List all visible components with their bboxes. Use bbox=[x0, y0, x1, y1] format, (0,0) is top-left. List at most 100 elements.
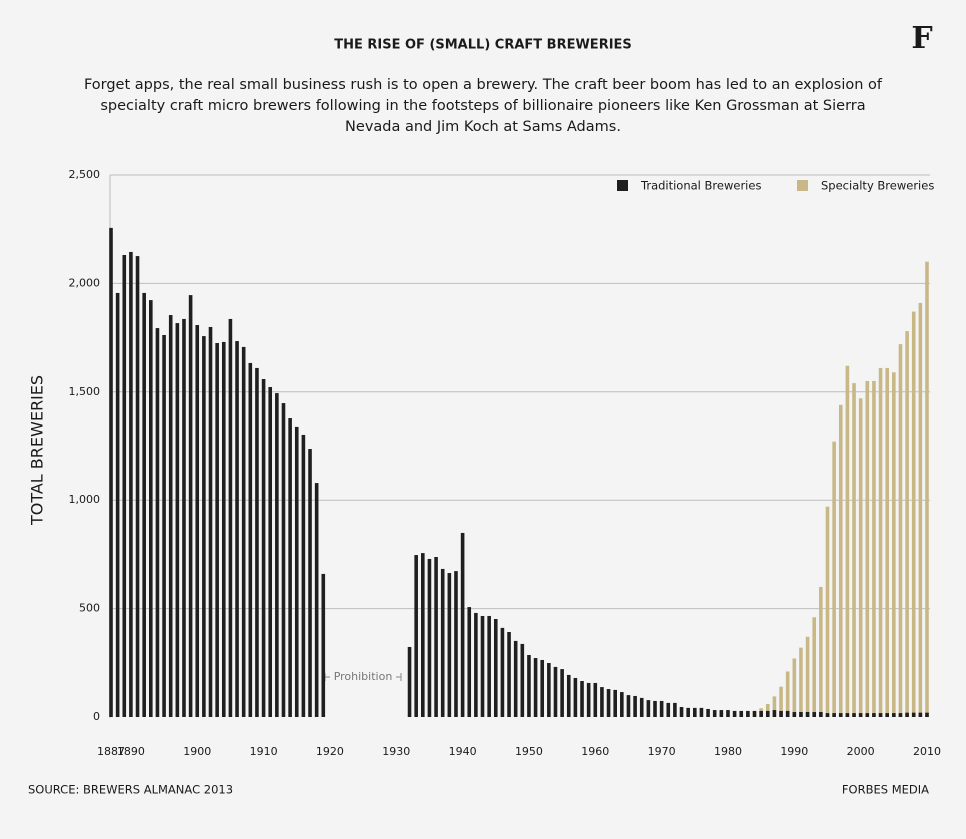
bar bbox=[314, 483, 319, 717]
bar bbox=[553, 666, 558, 717]
bar bbox=[792, 658, 797, 717]
bar bbox=[639, 697, 644, 717]
x-tick-label: 2000 bbox=[847, 745, 875, 758]
bar bbox=[480, 615, 485, 717]
bar bbox=[799, 712, 803, 717]
bar bbox=[905, 712, 909, 717]
bar bbox=[500, 627, 505, 717]
bar bbox=[613, 689, 617, 717]
bar bbox=[838, 713, 843, 717]
bar bbox=[434, 557, 438, 717]
bar bbox=[241, 346, 246, 717]
bar bbox=[838, 404, 843, 717]
bar bbox=[885, 713, 889, 717]
bar bbox=[427, 558, 432, 717]
bar bbox=[872, 380, 876, 717]
bar bbox=[566, 674, 571, 717]
bar bbox=[865, 713, 870, 717]
bar bbox=[440, 568, 445, 717]
bar bbox=[772, 710, 777, 717]
bar bbox=[858, 398, 863, 717]
bar bbox=[520, 643, 525, 717]
bar bbox=[188, 295, 193, 717]
bar bbox=[275, 393, 279, 717]
bar bbox=[513, 640, 518, 717]
bar bbox=[248, 362, 253, 717]
bar bbox=[208, 326, 213, 717]
legend-label: Traditional Breweries bbox=[640, 179, 761, 193]
legend-swatch bbox=[617, 180, 628, 191]
x-tick-label: 2010 bbox=[913, 745, 941, 758]
bar bbox=[911, 311, 916, 717]
bar bbox=[268, 387, 273, 717]
bar bbox=[215, 343, 219, 717]
bar bbox=[421, 553, 425, 717]
bar bbox=[447, 573, 452, 717]
bar bbox=[885, 367, 889, 717]
bar bbox=[925, 261, 929, 717]
bar bbox=[792, 712, 797, 717]
bar bbox=[805, 636, 810, 717]
x-tick-label: 1970 bbox=[648, 745, 676, 758]
bar bbox=[746, 710, 750, 717]
x-tick-label: 1890 bbox=[117, 745, 145, 758]
x-tick-label: 1950 bbox=[515, 745, 543, 758]
bar bbox=[825, 713, 830, 717]
bar bbox=[228, 318, 233, 717]
bar bbox=[129, 251, 133, 718]
bar bbox=[799, 647, 803, 717]
bar bbox=[580, 681, 584, 717]
bar bbox=[175, 323, 180, 717]
x-tick-label: 1920 bbox=[316, 745, 344, 758]
bar bbox=[666, 702, 671, 717]
bar bbox=[168, 315, 173, 717]
bar bbox=[155, 328, 160, 717]
y-tick-label: 1,000 bbox=[69, 493, 101, 506]
bar bbox=[898, 713, 903, 717]
bar bbox=[620, 692, 624, 717]
bar bbox=[706, 708, 710, 717]
bar bbox=[467, 607, 472, 717]
bar bbox=[726, 710, 730, 717]
bar bbox=[779, 710, 783, 717]
bar bbox=[858, 713, 863, 717]
bar bbox=[845, 365, 850, 717]
bar bbox=[454, 571, 458, 717]
bar bbox=[693, 707, 697, 717]
bar bbox=[819, 712, 823, 717]
bar bbox=[872, 713, 876, 717]
x-tick-label: 1960 bbox=[581, 745, 609, 758]
bar bbox=[547, 663, 551, 717]
bar bbox=[785, 710, 790, 717]
bar bbox=[812, 712, 817, 717]
bar bbox=[679, 707, 684, 717]
bar bbox=[626, 695, 631, 717]
legend-swatch bbox=[797, 180, 808, 191]
y-tick-label: 2,500 bbox=[69, 168, 101, 181]
bar bbox=[752, 710, 757, 717]
bar bbox=[149, 300, 153, 717]
bar bbox=[832, 713, 836, 717]
bar bbox=[905, 331, 909, 717]
legend-label: Specialty Breweries bbox=[821, 179, 934, 193]
y-tick-label: 1,500 bbox=[69, 385, 101, 398]
bar bbox=[719, 710, 724, 717]
x-tick-label: 1930 bbox=[382, 745, 410, 758]
bar bbox=[699, 707, 704, 717]
bar bbox=[865, 380, 870, 717]
bar bbox=[785, 671, 790, 717]
bar bbox=[739, 710, 744, 717]
bar bbox=[600, 687, 604, 717]
bar bbox=[812, 617, 817, 717]
y-tick-label: 500 bbox=[79, 602, 100, 615]
bar bbox=[918, 302, 923, 717]
bar bbox=[845, 713, 850, 717]
bar bbox=[686, 707, 690, 717]
bar bbox=[135, 256, 140, 717]
x-tick-label: 1887 bbox=[97, 745, 125, 758]
bar bbox=[540, 659, 545, 717]
bar bbox=[918, 712, 923, 717]
annotation: Prohibition bbox=[334, 670, 393, 683]
source: SOURCE: BREWERS ALMANAC 2013 bbox=[28, 783, 233, 797]
